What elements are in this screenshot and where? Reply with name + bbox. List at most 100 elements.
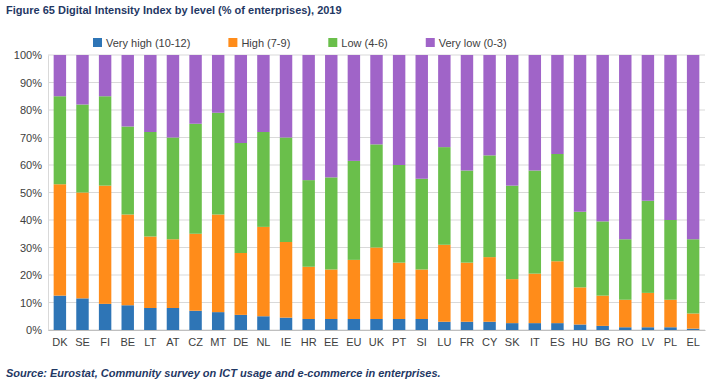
x-tick: SE: [75, 330, 90, 348]
bar-segment: [348, 55, 360, 161]
bar-segment: [302, 180, 314, 267]
bar-segment: [416, 179, 428, 270]
bar-segment: [619, 55, 631, 239]
bar-segment: [99, 55, 111, 96]
y-tick: 70%: [20, 132, 48, 144]
bar-segment: [257, 55, 269, 132]
bar-segment: [642, 201, 654, 293]
bar-segment: [76, 55, 88, 105]
bar-segment: [416, 55, 428, 179]
x-tick-label: SK: [505, 336, 520, 348]
x-tick: IE: [281, 330, 291, 348]
bar-segment: [438, 245, 450, 322]
bar-segment: [619, 327, 631, 330]
legend-label: Very low (0-3): [439, 37, 507, 49]
x-tick: BG: [595, 330, 611, 348]
x-tick: PL: [664, 330, 677, 348]
y-tick: 100%: [14, 49, 48, 61]
bar-segment: [596, 326, 608, 330]
bar-segment: [280, 55, 292, 138]
x-axis-line: [49, 330, 706, 331]
x-tick-label: BE: [120, 336, 135, 348]
bar-segment: [235, 315, 247, 330]
bar-segment: [76, 298, 88, 330]
bar-segment: [189, 55, 201, 124]
x-tick: IT: [530, 330, 540, 348]
y-tick-label: 80%: [20, 104, 42, 116]
x-tick: SI: [417, 330, 427, 348]
bars: [54, 55, 700, 330]
bar-segment: [76, 193, 88, 299]
bar-segment: [212, 113, 224, 215]
bar-segment: [551, 55, 563, 154]
bar-segment: [99, 96, 111, 185]
bar-segment: [393, 263, 405, 319]
bar-segment: [99, 186, 111, 304]
bar-segment: [257, 132, 269, 227]
bar-segment: [619, 300, 631, 328]
bar-segment: [348, 161, 360, 260]
bar-segment: [529, 55, 541, 171]
legend-item: Low (4-6): [328, 37, 387, 49]
x-tick-label: UK: [369, 336, 385, 348]
x-tick-label: ES: [550, 336, 565, 348]
bar-segment: [506, 323, 518, 330]
bar-segment: [393, 319, 405, 330]
bar-segment: [122, 127, 134, 215]
x-tick: HR: [301, 330, 317, 348]
chart: Figure 65 Digital Intensity Index by lev…: [0, 0, 713, 387]
bar-segment: [483, 322, 495, 330]
x-tick-label: CZ: [188, 336, 203, 348]
legend: Very high (10-12)High (7-9)Low (4-6)Very…: [93, 37, 507, 49]
bar-segment: [642, 293, 654, 327]
bar-segment: [54, 184, 66, 295]
bar-segment: [393, 55, 405, 165]
bar-segment: [280, 318, 292, 330]
y-tick: 0%: [26, 324, 48, 336]
y-tick: 10%: [20, 297, 48, 309]
bar-segment: [416, 319, 428, 330]
x-tick: LT: [144, 330, 156, 348]
y-tick: 60%: [20, 159, 48, 171]
bar-segment: [529, 171, 541, 274]
y-tick-label: 90%: [20, 77, 42, 89]
title: Figure 65 Digital Intensity Index by lev…: [6, 4, 342, 16]
y-tick-label: 50%: [20, 187, 42, 199]
legend-swatch: [328, 38, 337, 47]
x-tick: BE: [120, 330, 135, 348]
bar-segment: [325, 319, 337, 330]
bar-segment: [144, 237, 156, 309]
x-tick-label: SE: [75, 336, 90, 348]
legend-item: Very low (0-3): [426, 37, 507, 49]
y-tick-label: 70%: [20, 132, 42, 144]
source-note: Source: Eurostat, Community survey on IC…: [6, 367, 441, 379]
y-tick-label: 40%: [20, 214, 42, 226]
bar-segment: [370, 55, 382, 144]
y-tick: 30%: [20, 242, 48, 254]
bar-segment: [506, 279, 518, 323]
x-tick-label: SI: [417, 336, 427, 348]
bar-segment: [144, 132, 156, 237]
x-tick-label: CY: [482, 336, 498, 348]
bar-segment: [348, 260, 360, 319]
grid: [48, 55, 705, 330]
plot: 0%10%20%30%40%50%60%70%80%90%100%DKSEFIB…: [14, 49, 706, 348]
bar-segment: [302, 267, 314, 319]
x-tick-label: FR: [460, 336, 475, 348]
bar-segment: [235, 55, 247, 143]
bar-segment: [551, 154, 563, 261]
y-tick-label: 60%: [20, 159, 42, 171]
bar-segment: [348, 319, 360, 330]
y-axis: 0%10%20%30%40%50%60%70%80%90%100%: [14, 49, 49, 336]
bar-segment: [687, 329, 699, 330]
x-tick-label: FI: [100, 336, 110, 348]
bar-segment: [551, 261, 563, 323]
bar-segment: [54, 96, 66, 184]
legend-swatch: [426, 38, 435, 47]
x-tick-label: RO: [617, 336, 634, 348]
x-tick: EL: [686, 330, 699, 348]
x-tick: CY: [482, 330, 498, 348]
bar-segment: [189, 311, 201, 330]
x-tick: HU: [572, 330, 588, 348]
x-tick: CZ: [188, 330, 203, 348]
